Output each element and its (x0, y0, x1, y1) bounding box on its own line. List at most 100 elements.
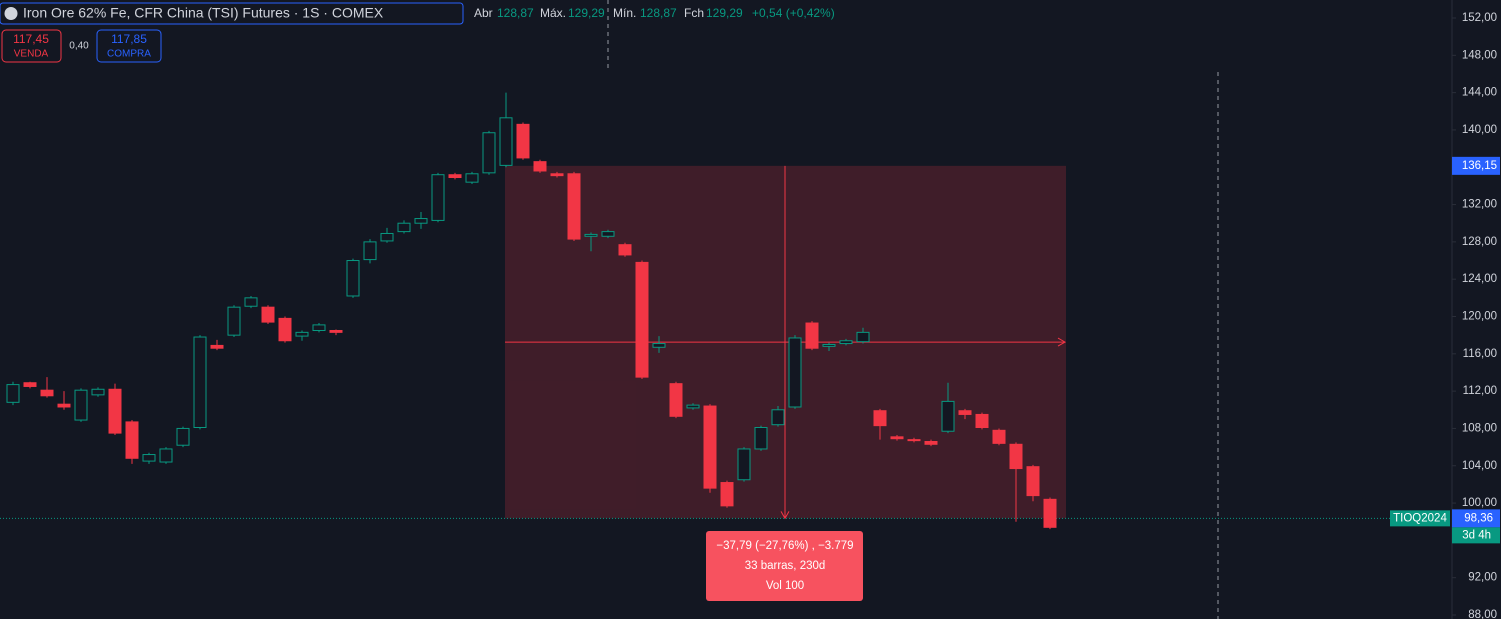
y-tick-label: 88,00 (1468, 609, 1497, 619)
ohlc-label: Máx. (540, 6, 566, 20)
candle-body (669, 383, 683, 417)
y-tick-label: 140,00 (1462, 124, 1497, 136)
ohlc-label: Mín. (613, 6, 636, 20)
ohlc-value: 129,29 (568, 6, 605, 20)
y-tick-label: 128,00 (1462, 236, 1497, 248)
buy-price: 117,85 (111, 32, 147, 46)
change: +0,54 (+0,42%) (752, 6, 835, 20)
candle-body (91, 388, 105, 396)
chart-title: Iron Ore 62% Fe, CFR China (TSI) Futures… (23, 5, 384, 21)
buy-button[interactable] (96, 29, 162, 63)
candle-body (346, 260, 360, 297)
candle-body (1026, 466, 1040, 497)
candle-body (720, 482, 734, 507)
candle-body (788, 337, 802, 408)
candle-body (125, 421, 139, 459)
symbol-label: TIOQ2024 (1393, 512, 1447, 524)
candle-body (6, 384, 20, 403)
price-label: 136,15 (1462, 160, 1497, 172)
title-frame (0, 2, 464, 25)
candle-body (108, 388, 122, 434)
candle-body (176, 427, 190, 446)
candle-body (244, 297, 258, 307)
spread: 0,40 (69, 41, 89, 52)
sell-button[interactable] (1, 29, 62, 63)
candle-body (465, 173, 479, 183)
candle-body (635, 261, 649, 378)
price-label: 98,36 (1464, 512, 1493, 524)
candle-body (941, 400, 955, 432)
candle-body (193, 336, 207, 429)
candle-body (618, 244, 632, 256)
y-tick-label: 124,00 (1462, 273, 1497, 285)
buy-label: COMPRA (107, 49, 151, 60)
measure-text: −37,79 (−27,76%) , −3.779 (716, 540, 853, 552)
y-tick-label: 152,00 (1462, 12, 1497, 24)
candle-body (329, 329, 343, 333)
y-tick-label: 144,00 (1462, 87, 1497, 99)
price-label-bg (1452, 509, 1500, 528)
candle-body (975, 413, 989, 429)
measure-text: Vol 100 (766, 580, 804, 592)
candle-body (295, 331, 309, 337)
candle-body (448, 174, 462, 179)
candle-body (601, 231, 615, 237)
candle-body (431, 174, 445, 221)
ohlc-value: 129,29 (706, 6, 743, 20)
candle-body (397, 222, 411, 233)
candle-body (227, 306, 241, 336)
y-tick-label: 92,00 (1468, 572, 1497, 584)
candle-body (74, 389, 88, 421)
candle-body (686, 404, 700, 409)
candle-body (652, 343, 666, 348)
candle-body (533, 161, 547, 172)
y-tick-label: 148,00 (1462, 49, 1497, 61)
candle-body (856, 331, 870, 343)
countdown: 3d 4h (1462, 529, 1491, 541)
candle-body (992, 429, 1006, 444)
candle-body (907, 439, 921, 442)
ohlc-label: Fch (684, 6, 704, 20)
y-tick-label: 104,00 (1462, 460, 1497, 472)
sell-price: 117,45 (13, 32, 49, 46)
candle-body (550, 173, 564, 177)
candle-body (142, 454, 156, 462)
candle-body (414, 218, 428, 224)
candle-body (23, 382, 37, 387)
symbol-icon (4, 7, 18, 20)
y-tick-label: 108,00 (1462, 422, 1497, 434)
candle-body (822, 343, 836, 347)
measure-arrow (1057, 337, 1067, 347)
y-tick-label: 112,00 (1463, 385, 1497, 397)
ohlc-label: Abr (474, 6, 493, 20)
y-tick-label: 116,00 (1463, 348, 1497, 360)
candle-body (278, 317, 292, 342)
candle-body (584, 233, 598, 237)
candle-body (567, 173, 581, 240)
candle-body (873, 410, 887, 427)
candle-body (754, 427, 768, 450)
candle-body (499, 117, 513, 166)
measure-arrow (780, 511, 790, 520)
y-tick-label: 132,00 (1462, 199, 1497, 211)
candle-body (482, 132, 496, 174)
candle-body (363, 241, 377, 261)
candle-body (703, 405, 717, 489)
candle-body (312, 324, 326, 331)
y-tick-label: 120,00 (1462, 311, 1497, 323)
candle-body (1043, 498, 1057, 528)
measure-text: 33 barras, 230d (745, 560, 826, 572)
candle-body (771, 409, 785, 426)
candle-body (805, 322, 819, 349)
ohlc-value: 128,87 (640, 6, 677, 20)
sell-label: VENDA (14, 49, 49, 60)
candle-body (380, 232, 394, 242)
candle-body (516, 123, 530, 159)
candle-body (261, 306, 275, 323)
candle-body (57, 403, 71, 408)
candle-body (40, 389, 54, 397)
measure-tooltip (706, 531, 863, 601)
candle-body (1009, 443, 1023, 470)
